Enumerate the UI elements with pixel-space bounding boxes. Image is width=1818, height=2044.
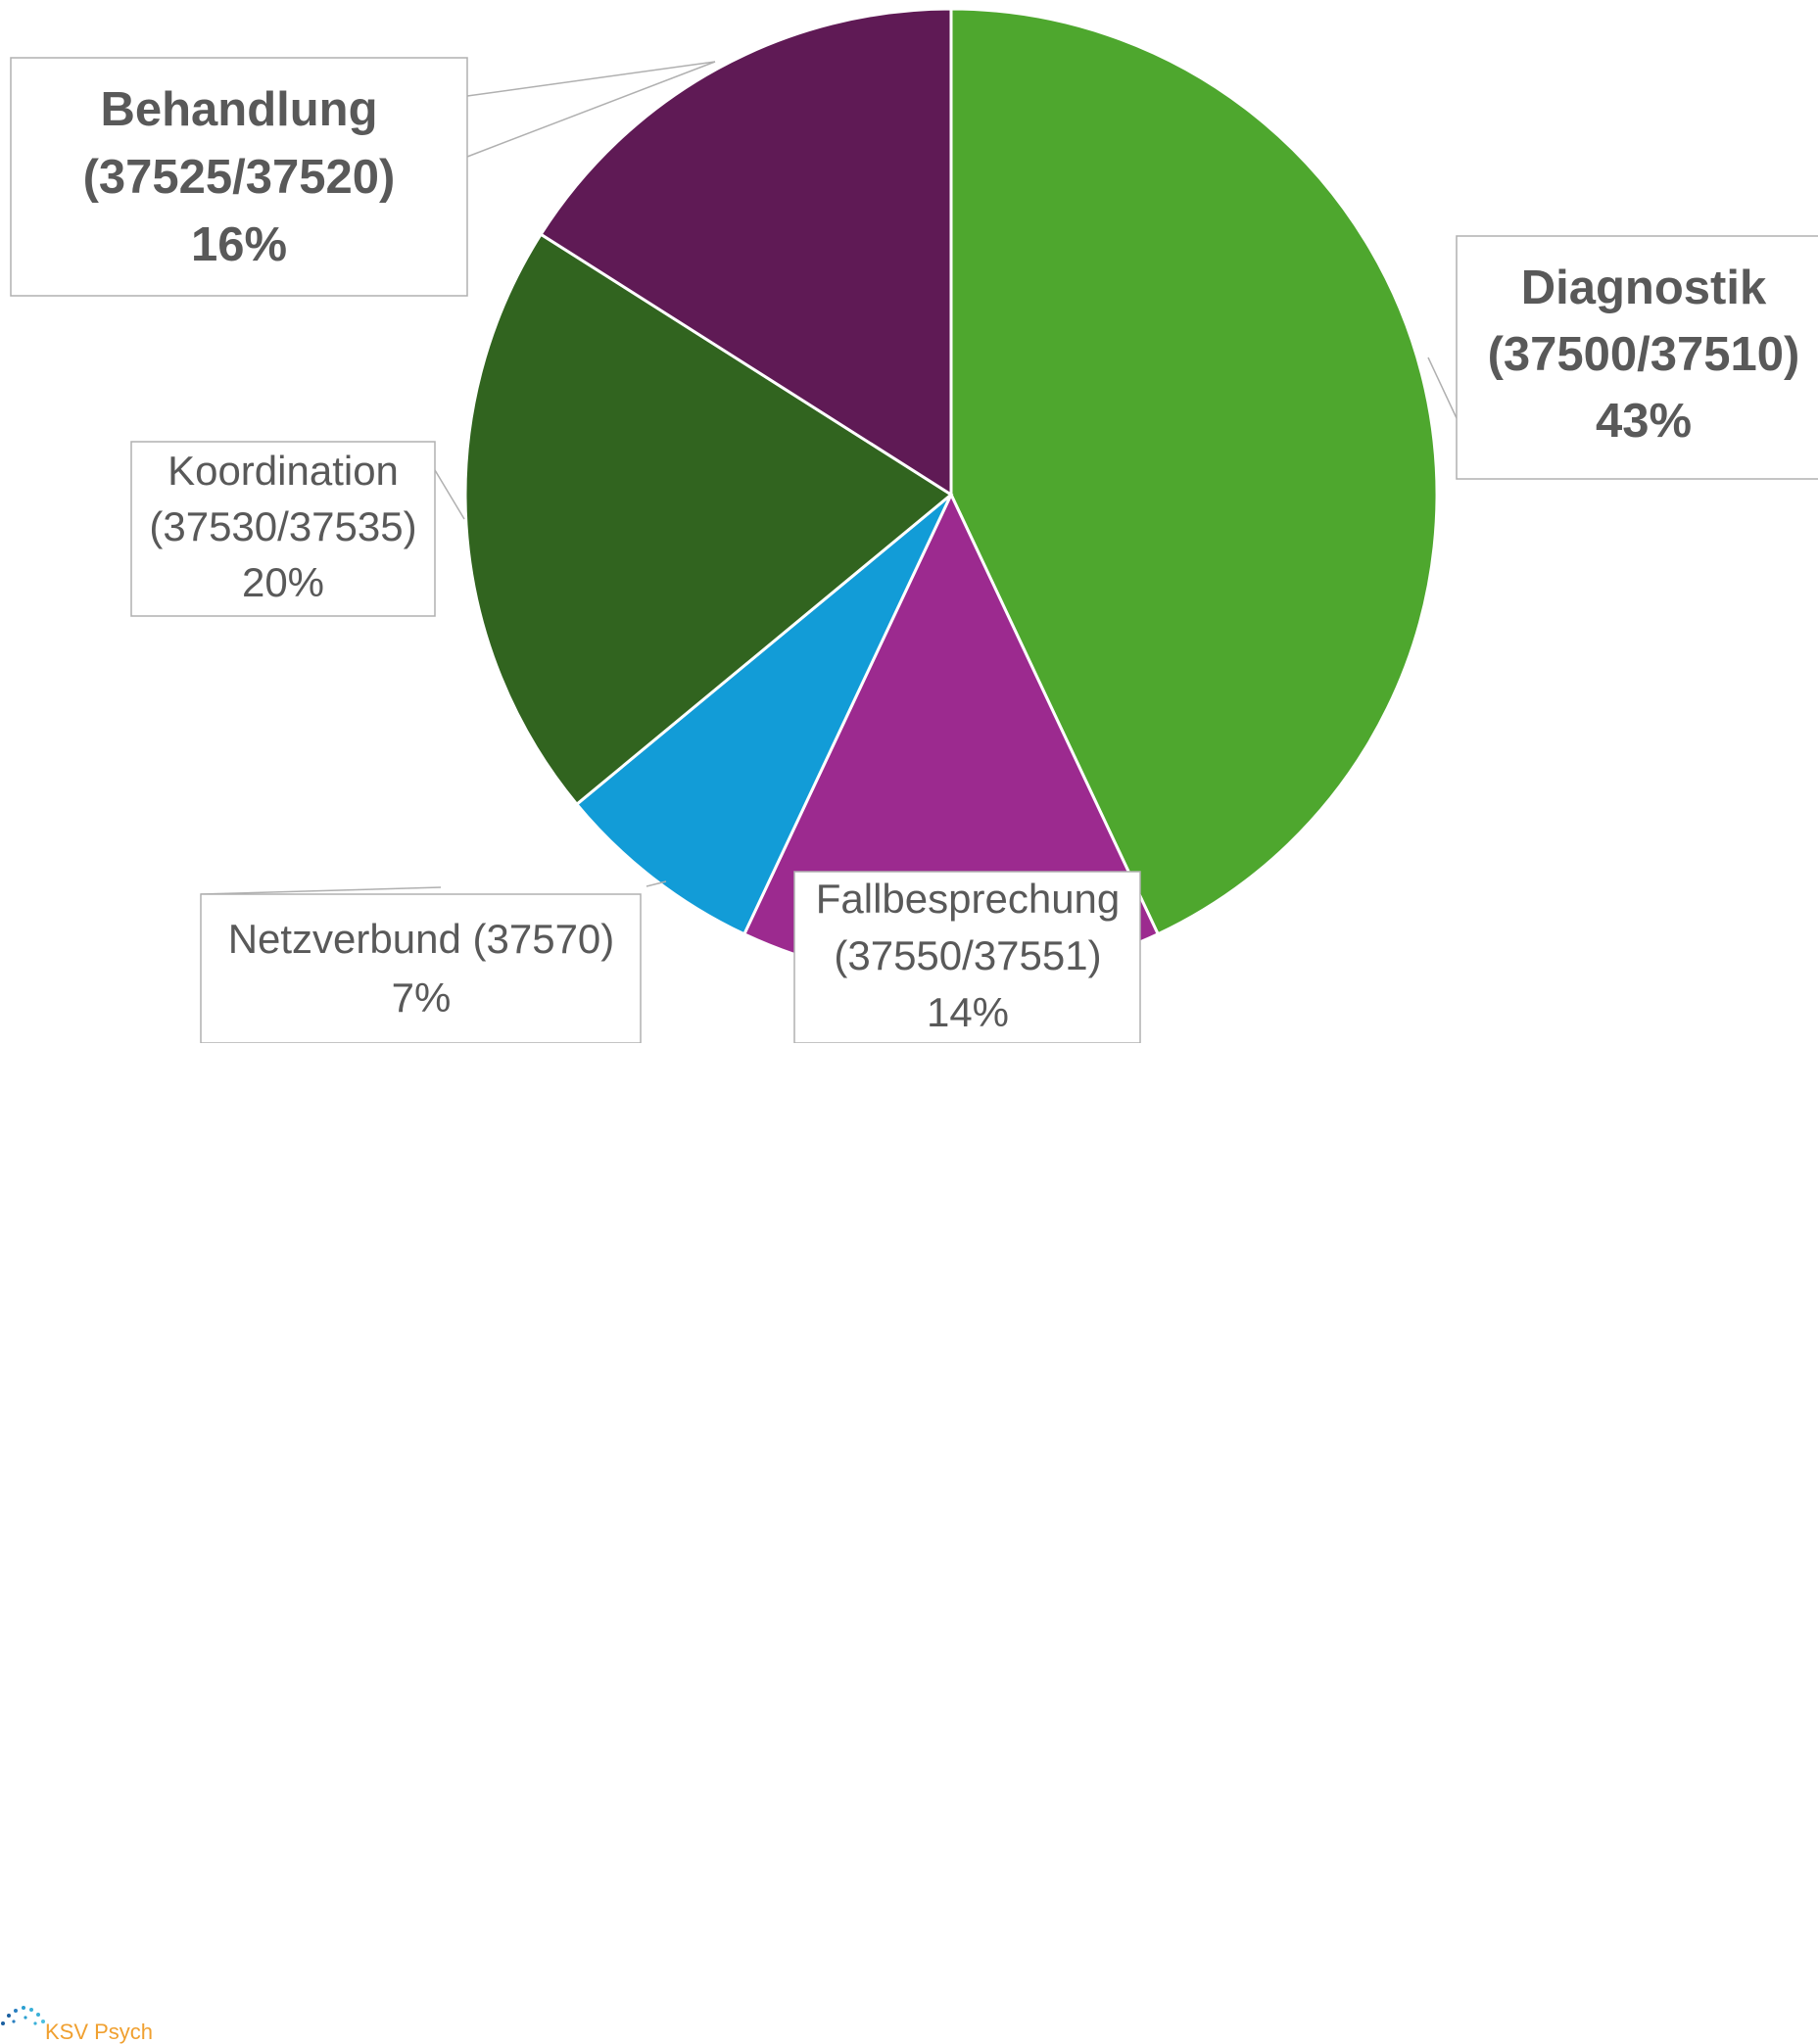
leader-line-netzverbund [646, 880, 667, 887]
slice-label-code-fallbesprechung: (37550/37551) [834, 932, 1101, 978]
pie-chart: Diagnostik (37500/37510) 43% Fallbesprechun… [10, 7, 1818, 1043]
pie-slice-netzverbund [574, 493, 953, 936]
brand-logo: KSV Psych [0, 999, 176, 2043]
slice-label-code-koordination: (37530/37535) [149, 503, 416, 549]
slice-label-percent-koordination: 20% [242, 559, 324, 605]
logo-dots-icon [1, 2006, 45, 2025]
pie-slices [463, 7, 1439, 982]
slice-labels: Diagnostik (37500/37510) 43% Fallbesprechun… [10, 57, 1818, 1043]
slice-label-code-diagnostik: (37500/37510) [1488, 328, 1800, 381]
label-box-netzverbund [200, 893, 642, 1043]
pie-slice-behandlung [539, 7, 953, 498]
slice-label-code-behandlung: (37525/37520) [83, 151, 396, 204]
logo-text: KSV Psych [45, 2020, 154, 2044]
label-box-behandlung [10, 57, 468, 297]
slice-label-name-netzverbund: Netzverbund (37570) [228, 916, 615, 962]
leader-line-netzverbund [200, 886, 442, 895]
label-box-koordination [130, 441, 436, 617]
slice-label-name-fallbesprechung: Fallbesprechung [816, 876, 1121, 922]
leader-lines [200, 61, 1458, 895]
leader-line-diagnostik [1427, 357, 1458, 419]
slice-label-name-koordination: Koordination [167, 448, 399, 494]
pie-slice-koordination [463, 232, 954, 807]
label-box-fallbesprechung [793, 871, 1141, 1043]
leader-line-behandlung [466, 61, 716, 97]
pie-slice-diagnostik [949, 7, 1439, 936]
slice-label-percent-diagnostik: 43% [1596, 395, 1692, 448]
slice-label-percent-fallbesprechung: 14% [927, 989, 1009, 1035]
leader-line-koordination [434, 469, 465, 520]
slice-label-name-behandlung: Behandlung [100, 83, 377, 136]
slice-label-percent-netzverbund: 7% [392, 974, 452, 1021]
leader-line-behandlung [466, 61, 716, 158]
slice-label-percent-behandlung: 16% [191, 218, 287, 271]
slice-label-name-diagnostik: Diagnostik [1521, 261, 1767, 314]
label-box-diagnostik [1456, 235, 1818, 480]
